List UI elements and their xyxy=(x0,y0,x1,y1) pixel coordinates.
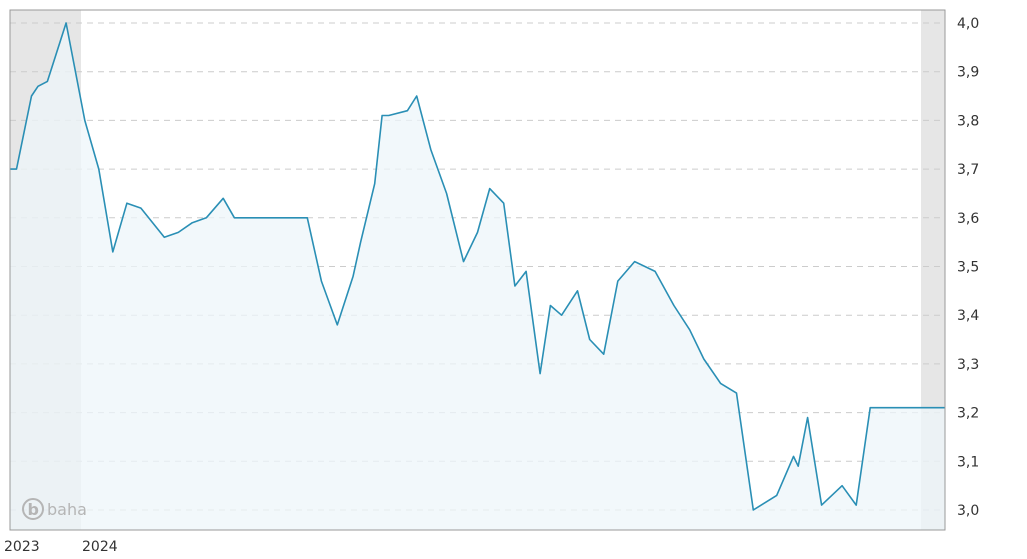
watermark-text: baha xyxy=(47,500,87,519)
series-line xyxy=(10,22,945,511)
plot-border xyxy=(9,9,946,531)
baha-logo: b baha xyxy=(22,498,87,520)
baha-logo-b-glyph: b xyxy=(28,500,39,519)
y-tick-label: 3,4 xyxy=(957,308,979,324)
x-axis-ticks: 2023 2024 xyxy=(4,539,118,555)
y-tick-label: 3,6 xyxy=(957,211,979,227)
x-tick-label: 2024 xyxy=(82,539,118,555)
y-tick-label: 3,2 xyxy=(957,406,979,422)
area-fill xyxy=(10,23,945,530)
y-tick-label: 3,0 xyxy=(957,503,979,519)
area-fill-layer xyxy=(10,23,945,530)
y-tick-label: 3,8 xyxy=(957,113,979,129)
y-tick-label: 3,5 xyxy=(957,260,979,276)
y-axis-ticks: 3,0 3,1 3,2 3,3 3,4 3,5 3,6 3,7 3,8 3,9 4,0 xyxy=(957,16,979,519)
y-tick-label: 3,9 xyxy=(957,65,979,81)
y-tick-label: 3,3 xyxy=(957,357,979,373)
y-tick-label: 4,0 xyxy=(957,16,979,32)
y-tick-label: 3,1 xyxy=(957,454,979,470)
x-tick-label: 2023 xyxy=(4,539,40,555)
baha-logo-icon xyxy=(22,498,44,520)
y-tick-label: 3,7 xyxy=(957,162,979,178)
line-layer xyxy=(10,22,945,511)
